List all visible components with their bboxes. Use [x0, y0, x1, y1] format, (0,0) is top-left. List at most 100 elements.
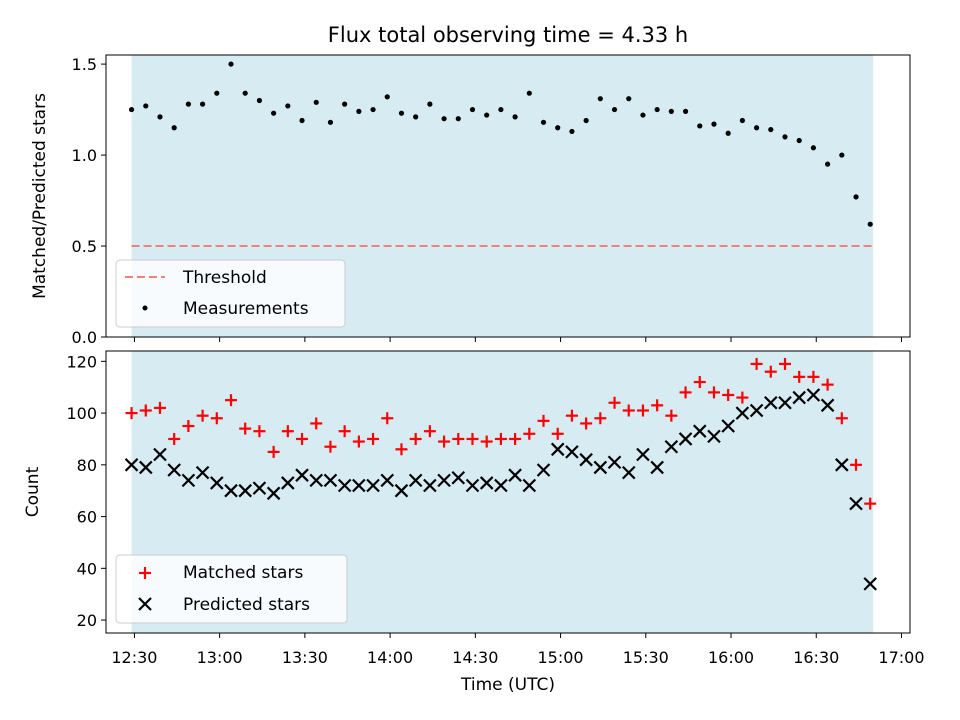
x-tick-label: 16:00 [708, 648, 754, 667]
x-stroke-b [451, 470, 466, 485]
predicted-star-point [337, 478, 352, 493]
x-stroke-b [252, 481, 267, 495]
x-stroke-b [522, 478, 537, 493]
measurement-point [342, 101, 348, 107]
predicted-star-point [408, 473, 423, 488]
matched-star-point [182, 420, 195, 433]
x-stroke-b [210, 476, 224, 490]
matched-star-point [153, 401, 166, 414]
predicted-star-point [863, 577, 878, 591]
x-tick-label: 14:00 [367, 648, 413, 667]
measurement-point [299, 117, 305, 124]
bottom-x-axis-ticks: 12:30 13:00 13:30 14:00 14:30 15:00 15:30 16:00… [111, 633, 925, 667]
matched-star-point [594, 412, 607, 425]
matched-star-point [196, 409, 209, 422]
bottom-panel: 20 40 60 80 100 120 12:30 13:00 13:30 14:00 14:30… [23, 350, 925, 695]
measurement-point [143, 103, 149, 109]
matched-star-point [509, 432, 522, 445]
x-stroke-b [792, 390, 806, 405]
matched-star-point [480, 435, 493, 448]
bottom-y-axis-ticks: 20 40 60 80 100 120 [66, 352, 106, 630]
x-stroke-b [195, 465, 210, 480]
predicted-star-point [849, 496, 863, 511]
predicted-star-point [607, 455, 622, 470]
x-stroke-b [650, 460, 664, 475]
bottom-y-axis-label: Count [23, 466, 43, 517]
x-stroke-b [352, 478, 366, 493]
matched-star-point [125, 407, 138, 420]
predicted-star-point [664, 439, 679, 454]
predicted-star-point [309, 473, 324, 488]
y-tick-label: 0.5 [72, 237, 97, 256]
measurement-point [640, 112, 646, 118]
predicted-star-point [806, 388, 821, 402]
x-stroke-b [835, 458, 849, 472]
predicted-star-point [593, 460, 608, 475]
matched-star-point [438, 435, 451, 448]
x-stroke-b [138, 460, 153, 475]
measurement-points [128, 61, 873, 227]
y-tick-label: 1.5 [72, 55, 97, 74]
measurement-point [128, 106, 135, 113]
matched-star-point [764, 365, 777, 378]
measurement-point [853, 194, 859, 200]
predicted-star-point [792, 390, 806, 405]
matched-star-point [835, 412, 848, 425]
matched-star-point [608, 396, 621, 409]
predicted-star-point [636, 447, 650, 462]
predicted-star-point [394, 483, 409, 498]
x-stroke-b [863, 577, 878, 591]
x-stroke-b [337, 478, 352, 493]
x-stroke-b [153, 447, 167, 462]
x-stroke-b [621, 465, 636, 480]
top-y-axis-label: Matched/Predicted stars [30, 93, 50, 299]
x-stroke-b [636, 447, 650, 462]
predicted-star-point [252, 481, 267, 495]
y-tick-label: 60 [77, 508, 97, 527]
measurement-point [753, 125, 760, 131]
matched-star-point [693, 376, 706, 389]
matched-star-point [537, 414, 550, 427]
x-stroke-b [735, 406, 750, 420]
matched-star-point [580, 417, 593, 430]
matched-star-point [168, 432, 181, 445]
predicted-star-point [735, 406, 750, 420]
matched-star-point [778, 357, 791, 370]
matched-star-point [622, 404, 635, 417]
bottom-legend: Matched stars Predicted stars [115, 554, 348, 624]
matched-star-point [850, 458, 863, 471]
predicted-star-point [138, 460, 153, 475]
matched-star-point [551, 427, 564, 440]
predicted-star-point [678, 432, 693, 446]
predicted-star-point [565, 445, 579, 459]
x-stroke-b [281, 476, 295, 490]
measurement-point [214, 90, 220, 96]
x-stroke-b [692, 424, 707, 438]
legend-measurements-label: Measurements [183, 299, 309, 319]
x-stroke-b [508, 468, 522, 482]
measurement-point [739, 117, 745, 124]
x-stroke-b [423, 478, 437, 493]
matched-star-point [793, 370, 806, 383]
measurement-point [725, 130, 731, 136]
matched-star-point [679, 386, 692, 399]
x-stroke-b [394, 483, 409, 498]
matched-star-point [296, 432, 309, 445]
matched-star-point [807, 370, 820, 383]
x-stroke-b [380, 473, 395, 488]
measurement-point [398, 110, 405, 116]
predicted-star-point [508, 468, 522, 482]
matched-star-point [210, 412, 223, 425]
matched-star-point [281, 425, 294, 438]
measurement-point [228, 61, 234, 67]
x-stroke-b [806, 388, 821, 402]
measurement-point [611, 106, 618, 113]
measurement-point [356, 108, 362, 114]
measurement-point [271, 110, 277, 116]
legend-threshold-label: Threshold [182, 268, 267, 288]
predicted-star-point [281, 476, 295, 490]
predicted-star-point [749, 403, 764, 418]
x-stroke-b [124, 458, 139, 472]
predicted-star-point [380, 473, 395, 488]
x-stroke-b [266, 486, 281, 501]
